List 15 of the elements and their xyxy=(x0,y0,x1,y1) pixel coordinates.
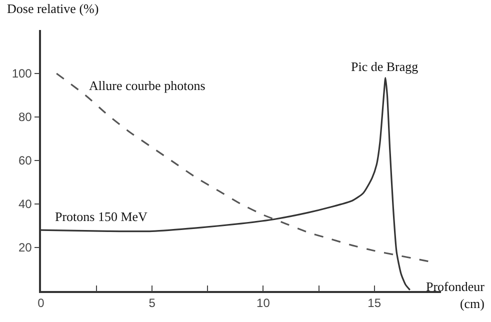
annotation: Pic de Bragg xyxy=(351,59,419,74)
x-tick-label: 10 xyxy=(256,296,270,310)
y-tick-label: 60 xyxy=(18,154,32,168)
series-label: Protons 150 MeV xyxy=(55,209,148,224)
x-tick-label: 0 xyxy=(38,296,45,310)
y-tick-label: 40 xyxy=(18,197,32,212)
y-tick-label: 80 xyxy=(18,110,32,124)
y-axis-title: Dose relative (%) xyxy=(7,1,99,16)
x-tick-label: 15 xyxy=(368,296,382,310)
y-tick-label: 20 xyxy=(18,240,32,255)
y-tick-label: 100 xyxy=(12,66,32,81)
line-series xyxy=(56,72,431,262)
x-tick-label: 5 xyxy=(148,296,156,310)
series-label: Allure courbe photons xyxy=(89,78,206,93)
x-axis-title: Profondeur (cm) xyxy=(426,279,486,311)
